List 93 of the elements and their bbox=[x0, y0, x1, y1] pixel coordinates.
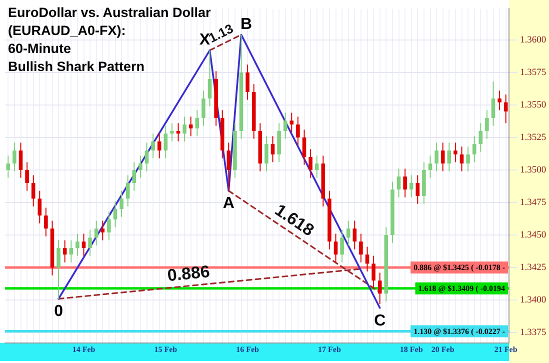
candlestick bbox=[428, 155, 432, 178]
candlestick bbox=[352, 220, 357, 250]
x-tick-label: 18 Feb bbox=[400, 344, 424, 354]
y-tick-label: 1.3450 bbox=[520, 230, 546, 241]
candlestick bbox=[504, 94, 508, 124]
text: 0.886 bbox=[166, 262, 211, 286]
annotation: A bbox=[222, 195, 235, 212]
candlestick bbox=[359, 233, 363, 263]
y-tick-label: 1.3400 bbox=[520, 296, 546, 306]
x-tick-label: 17 Feb bbox=[318, 344, 342, 354]
candlestick bbox=[478, 122, 483, 152]
ref-line-label: 1.130 @ $1.3376 ( -0.0227 - bbox=[414, 326, 506, 336]
y-tick-label: 1.3425 bbox=[520, 263, 546, 274]
candlestick bbox=[12, 142, 16, 172]
ref-line-label: 1.618 @ $1.3409 ( -0.0194 bbox=[418, 284, 506, 293]
candlestick bbox=[246, 64, 250, 100]
candlestick bbox=[454, 142, 458, 163]
candlestick bbox=[403, 168, 407, 198]
candlestick bbox=[170, 122, 174, 142]
candlestick bbox=[188, 116, 193, 137]
y-tick-label: 1.3375 bbox=[520, 328, 546, 338]
candlestick bbox=[208, 50, 212, 107]
candlestick bbox=[94, 220, 98, 246]
candlestick bbox=[434, 142, 438, 172]
candlestick bbox=[308, 148, 312, 178]
candlestick bbox=[176, 122, 180, 142]
candlestick bbox=[100, 220, 105, 241]
x-tick-label: 15 Feb bbox=[154, 344, 178, 354]
candlestick bbox=[88, 229, 92, 256]
candlestick bbox=[498, 90, 502, 111]
candlestick bbox=[447, 142, 452, 172]
candlestick bbox=[277, 122, 281, 163]
candlestick bbox=[491, 81, 496, 126]
text: 60-Minute Bullish Shark Pattern bbox=[8, 40, 145, 76]
candlestick bbox=[409, 174, 414, 198]
candlestick bbox=[31, 174, 36, 207]
candlestick bbox=[485, 110, 489, 140]
candlestick bbox=[440, 142, 445, 172]
candlestick bbox=[44, 207, 48, 237]
candlestick bbox=[372, 255, 376, 289]
candlestick bbox=[378, 272, 382, 304]
candlestick bbox=[56, 240, 60, 300]
candlestick bbox=[296, 116, 300, 146]
candlestick bbox=[132, 162, 136, 192]
candlestick bbox=[120, 190, 124, 218]
candlestick bbox=[460, 146, 464, 172]
candlestick bbox=[126, 174, 130, 207]
candlestick bbox=[466, 146, 470, 172]
candlestick bbox=[138, 155, 142, 178]
y-tick-label: 1.3550 bbox=[520, 100, 546, 110]
candlestick bbox=[157, 133, 162, 159]
x-tick-label: 16 Feb bbox=[236, 344, 260, 354]
candlestick bbox=[113, 200, 118, 228]
candlestick bbox=[346, 220, 350, 246]
candlestick bbox=[264, 136, 268, 172]
y-tick-label: 1.3500 bbox=[520, 165, 546, 176]
candlestick bbox=[314, 155, 319, 178]
candlestick bbox=[82, 233, 86, 256]
y-tick-label: 1.3600 bbox=[520, 35, 546, 46]
candlestick bbox=[283, 112, 288, 140]
y-tick-label: 1.3475 bbox=[520, 198, 546, 208]
candlestick bbox=[25, 162, 29, 192]
candlestick bbox=[151, 133, 155, 159]
candlestick bbox=[226, 142, 231, 192]
candlestick bbox=[38, 190, 42, 224]
candlestick bbox=[302, 129, 306, 166]
candlestick bbox=[144, 142, 149, 172]
y-tick-label: 1.3525 bbox=[520, 132, 546, 143]
candlestick bbox=[164, 125, 168, 159]
annotation: 0 bbox=[54, 303, 64, 320]
candlestick bbox=[290, 112, 294, 133]
candlestick bbox=[69, 240, 74, 263]
candlestick bbox=[107, 211, 111, 241]
candlestick bbox=[62, 240, 67, 263]
candlestick bbox=[182, 116, 186, 142]
y-tick-label: 1.3575 bbox=[520, 68, 546, 78]
candlestick bbox=[472, 136, 476, 163]
ref-line-label: 0.886 @ $1.3425 ( -0.0178 - bbox=[414, 263, 506, 272]
candlestick bbox=[334, 233, 338, 263]
candlestick bbox=[416, 174, 420, 204]
candlestick bbox=[270, 136, 275, 163]
x-tick-label: 20 Feb bbox=[431, 344, 455, 354]
candlestick bbox=[18, 142, 23, 178]
candlestick bbox=[195, 110, 200, 137]
candlestick bbox=[340, 229, 344, 263]
annotation: B bbox=[240, 16, 252, 34]
candlestick bbox=[6, 155, 10, 178]
candlestick bbox=[396, 168, 401, 198]
candlestick bbox=[365, 246, 370, 272]
candlestick bbox=[202, 90, 206, 126]
x-tick-label: 14 Feb bbox=[72, 344, 96, 354]
annotation: C bbox=[374, 312, 386, 330]
candlestick bbox=[76, 233, 80, 256]
